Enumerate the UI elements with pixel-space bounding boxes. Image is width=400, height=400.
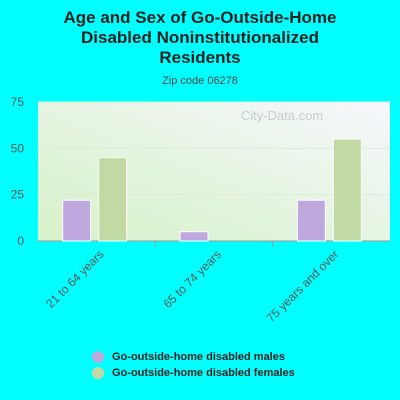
legend-swatch-males [92, 351, 104, 363]
chart-title-line: Age and Sex of Go-Outside-Home [63, 8, 337, 27]
chart-subtitle: Zip code 06278 [162, 75, 238, 87]
x-tick-label: 65 to 74 years [160, 247, 224, 311]
x-tick-label: 21 to 64 years [43, 247, 107, 311]
y-tick-label: 25 [11, 188, 25, 202]
watermark: City-Data.com [241, 108, 323, 123]
y-tick-label: 75 [11, 95, 25, 109]
bar [62, 199, 92, 242]
chart-title-line: Disabled Noninstitutionalized [80, 28, 319, 47]
bar [98, 157, 128, 242]
legend-item-females: Go-outside-home disabled females [92, 365, 295, 381]
x-tick-label: 75 years and over [264, 247, 342, 325]
legend-swatch-females [92, 367, 104, 379]
bar [179, 231, 209, 242]
bar [296, 199, 326, 242]
legend-item-males: Go-outside-home disabled males [92, 349, 295, 365]
y-tick-label: 0 [17, 234, 24, 248]
bar [332, 138, 362, 242]
legend-label-females: Go-outside-home disabled females [112, 367, 295, 379]
chart-title-line: Residents [159, 48, 241, 67]
legend-label-males: Go-outside-home disabled males [112, 351, 285, 363]
y-tick-label: 50 [11, 141, 25, 155]
plot-area [38, 102, 390, 241]
legend: Go-outside-home disabled males Go-outsid… [92, 349, 295, 381]
chart-title: Age and Sex of Go-Outside-Home Disabled … [0, 8, 400, 68]
